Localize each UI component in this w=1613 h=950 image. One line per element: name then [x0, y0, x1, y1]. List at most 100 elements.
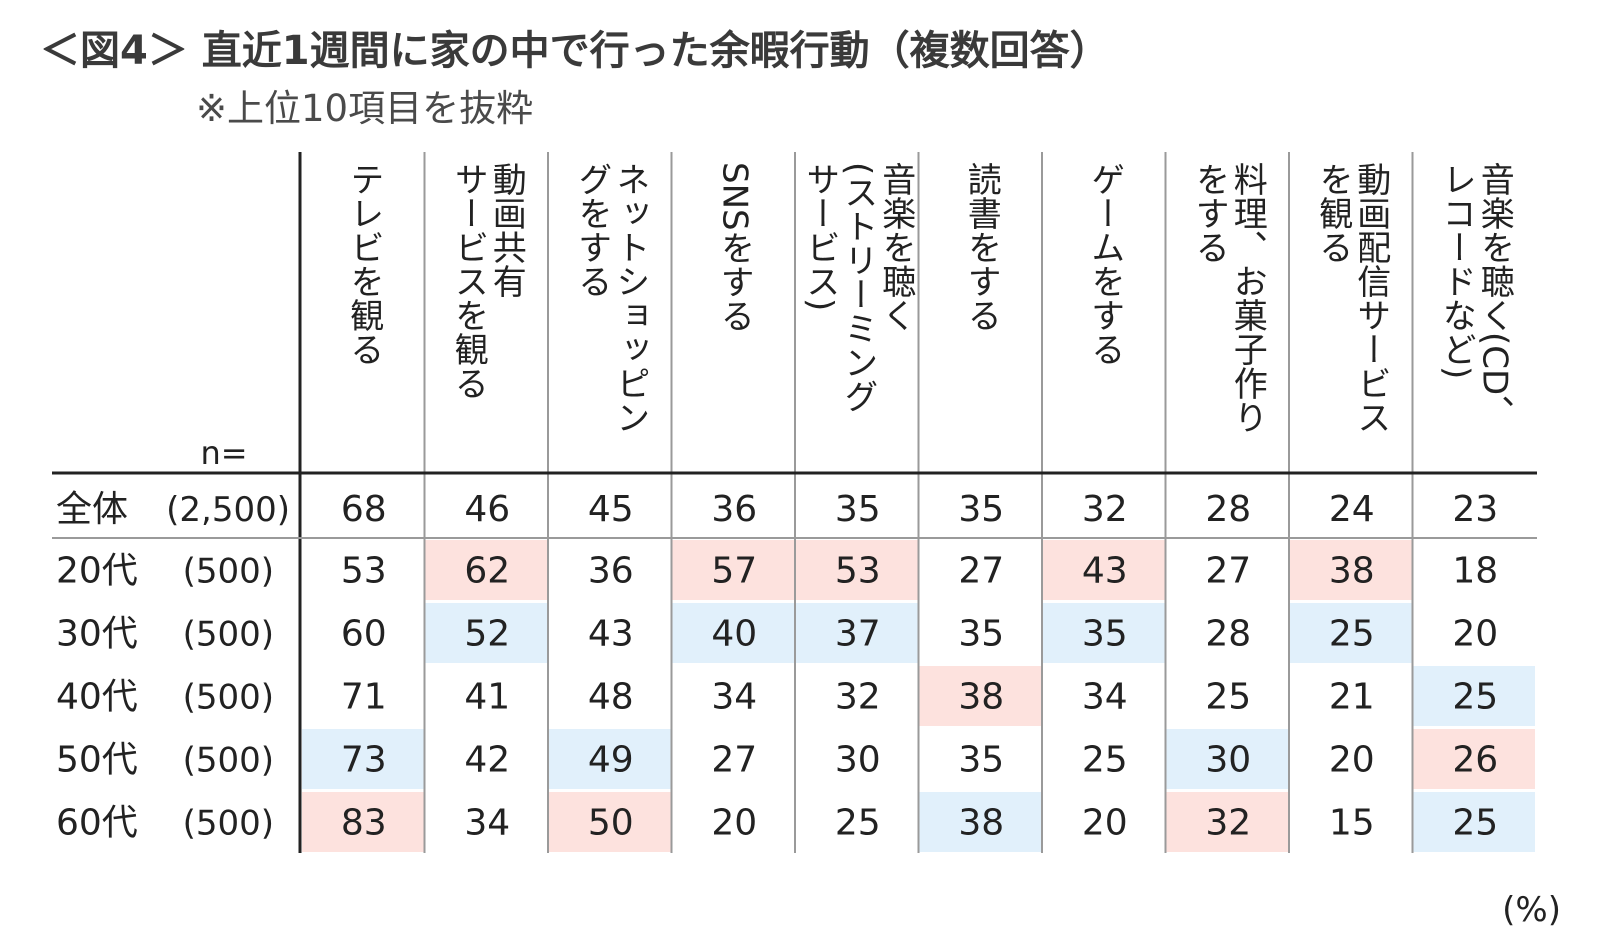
row-n: (500): [183, 741, 274, 781]
value-label: 27: [958, 551, 1004, 592]
value-label: 18: [1452, 551, 1498, 592]
value-label: 83: [341, 803, 387, 844]
value-label: 49: [588, 740, 634, 781]
value-label: 20: [711, 803, 757, 844]
highlight-cell: [1043, 540, 1165, 600]
highlight-cell: [1413, 666, 1535, 726]
highlight-cell: [1043, 603, 1165, 663]
value-label: 32: [835, 677, 881, 718]
value-label: 71: [341, 677, 387, 718]
row-label: 40代: [56, 677, 138, 718]
value-label: 41: [464, 677, 510, 718]
column-header: 音楽を聴く: [876, 162, 916, 332]
column-header: 読書をする: [961, 162, 1001, 332]
value-label: 35: [958, 614, 1004, 655]
value-label: 40: [711, 614, 757, 655]
n-label: n=: [200, 434, 247, 472]
highlight-cell: [672, 540, 794, 600]
column-header: SNSをする: [714, 162, 754, 333]
value-label: 36: [588, 551, 634, 592]
row-n: (500): [183, 552, 274, 592]
value-label: 27: [711, 740, 757, 781]
value-label: 25: [1082, 740, 1128, 781]
row-n: (500): [183, 804, 274, 844]
value-label: 30: [835, 740, 881, 781]
value-label: 27: [1205, 551, 1251, 592]
value-label: 38: [958, 803, 1004, 844]
value-label: 37: [835, 614, 881, 655]
row-label: 30代: [56, 614, 138, 655]
value-label: 50: [588, 803, 634, 844]
value-label: 35: [1082, 614, 1128, 655]
value-label: 62: [464, 551, 510, 592]
value-label: 28: [1205, 614, 1251, 655]
highlight-cell: [1166, 729, 1288, 789]
value-label: 34: [711, 677, 757, 718]
column-header: 音楽を聴く(CD、: [1474, 162, 1514, 429]
row-n: (500): [183, 678, 274, 718]
column-header: サービスを観る: [448, 162, 488, 400]
value-label: 28: [1205, 489, 1251, 530]
column-header: ネットショッピン: [610, 162, 650, 434]
value-label: 34: [464, 803, 510, 844]
highlight-cell: [1413, 729, 1535, 789]
unit-label: (%): [1502, 890, 1561, 930]
value-label: 53: [835, 551, 881, 592]
value-label: 48: [588, 677, 634, 718]
value-label: 21: [1329, 677, 1375, 718]
column-header: をする: [1189, 162, 1229, 264]
value-label: 26: [1452, 740, 1498, 781]
highlight-cell: [1413, 792, 1535, 852]
highlight-cell: [549, 792, 671, 852]
value-label: 25: [835, 803, 881, 844]
highlight-cell: [672, 603, 794, 663]
value-label: 25: [1329, 614, 1375, 655]
highlight-cell: [1290, 540, 1412, 600]
value-label: 24: [1329, 489, 1375, 530]
highlight-cell: [425, 540, 547, 600]
value-label: 35: [835, 489, 881, 530]
value-label: 38: [958, 677, 1004, 718]
value-label: 23: [1452, 489, 1498, 530]
value-label: 25: [1452, 803, 1498, 844]
highlight-cell: [549, 729, 671, 789]
highlight-cell: [1290, 603, 1412, 663]
column-header: 動画共有: [486, 162, 526, 298]
value-label: 20: [1329, 740, 1375, 781]
value-label: 43: [1082, 551, 1128, 592]
highlight-cell: [425, 603, 547, 663]
column-header: テレビを観る: [344, 162, 384, 366]
column-header: (ストリーミング: [838, 162, 878, 413]
value-label: 45: [588, 489, 634, 530]
highlight-cell: [919, 666, 1041, 726]
highlight-cell: [796, 603, 918, 663]
row-label: 50代: [56, 740, 138, 781]
row-label: 全体: [56, 489, 128, 530]
value-label: 57: [711, 551, 757, 592]
value-label: 34: [1082, 677, 1128, 718]
value-label: 36: [711, 489, 757, 530]
value-label: 32: [1205, 803, 1251, 844]
row-label: 20代: [56, 551, 138, 592]
value-label: 68: [341, 489, 387, 530]
row-n: (500): [183, 615, 274, 655]
column-header: レコードなど): [1436, 162, 1476, 379]
value-label: 30: [1205, 740, 1251, 781]
value-label: 73: [341, 740, 387, 781]
column-header: グをする: [572, 162, 612, 298]
value-label: 38: [1329, 551, 1375, 592]
chart-title: ＜図4＞ 直近1週間に家の中で行った余暇行動（複数回答）: [40, 28, 1110, 74]
value-label: 43: [588, 614, 634, 655]
value-label: 25: [1452, 677, 1498, 718]
value-label: 20: [1452, 614, 1498, 655]
value-label: 35: [958, 740, 1004, 781]
column-header: 料理、お菓子作り: [1227, 162, 1267, 434]
value-label: 32: [1082, 489, 1128, 530]
highlight-cell: [796, 540, 918, 600]
chart-subtitle: ※上位10項目を抜粋: [196, 87, 534, 130]
highlight-cell: [919, 792, 1041, 852]
value-label: 15: [1329, 803, 1375, 844]
value-label: 60: [341, 614, 387, 655]
value-label: 20: [1082, 803, 1128, 844]
